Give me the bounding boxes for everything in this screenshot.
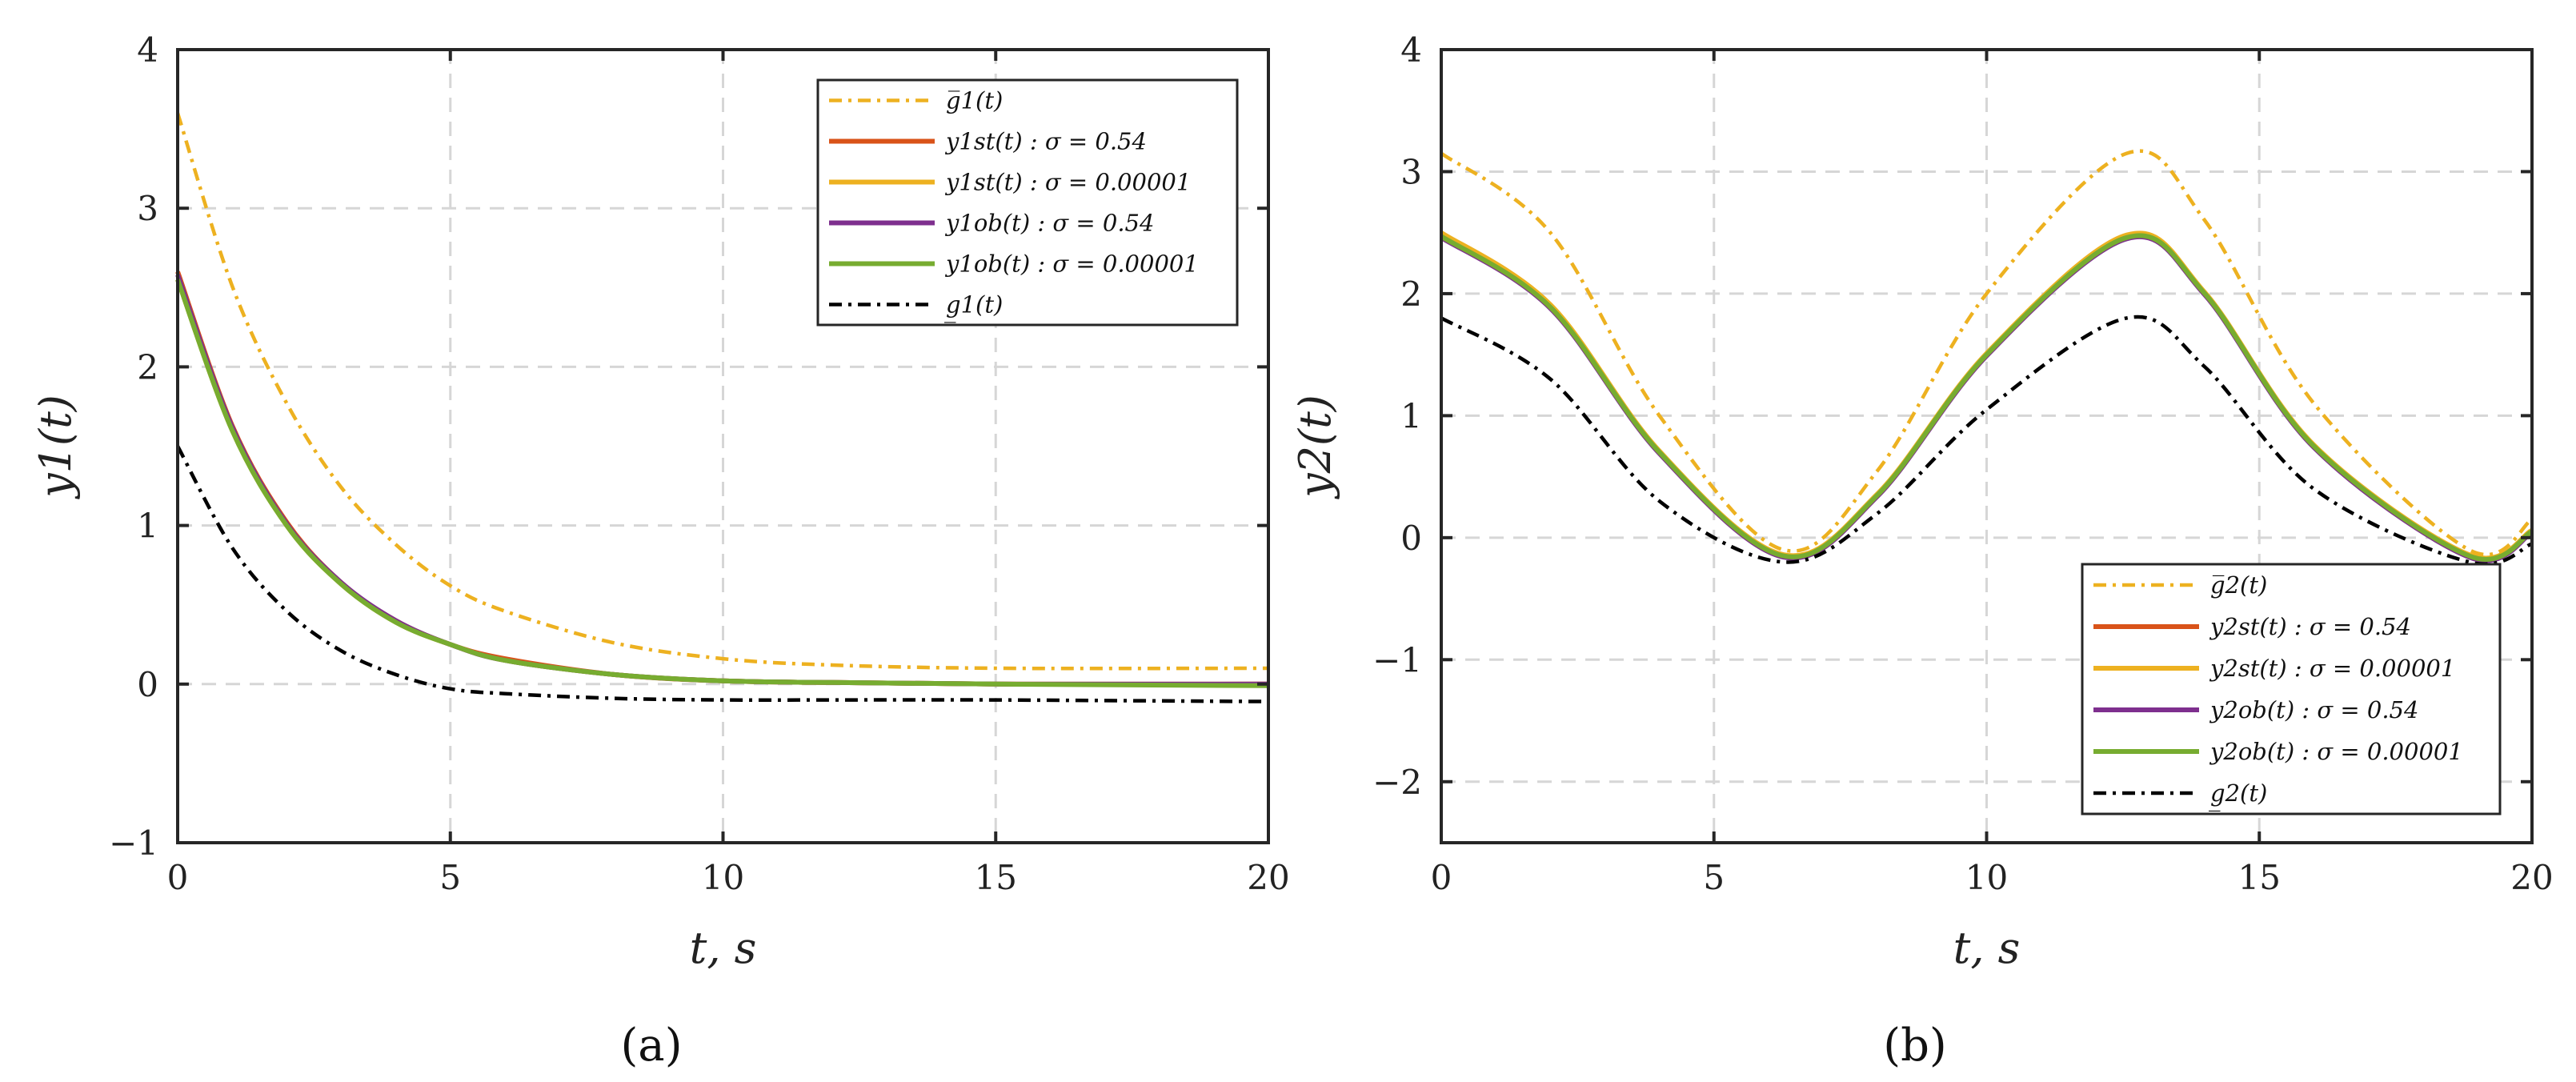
panel-label: (b) bbox=[1883, 1020, 1947, 1072]
legend-entry-label: y2ob(t) : σ = 0.54 bbox=[2209, 696, 2418, 723]
y-tick-label: 4 bbox=[137, 30, 158, 70]
x-tick-label: 5 bbox=[1703, 858, 1725, 897]
legend-entry-label: y2st(t) : σ = 0.54 bbox=[2209, 613, 2411, 640]
y-tick-label: 4 bbox=[1400, 30, 1422, 70]
legend: g̅2(t) y2st(t) : σ = 0.54 y2st(t) : σ = 0.… bbox=[2081, 563, 2502, 816]
series-line-5 bbox=[175, 279, 1269, 688]
y-tick-label: 1 bbox=[1400, 396, 1422, 435]
x-tick-label: 0 bbox=[1431, 858, 1452, 897]
y-tick-label: 3 bbox=[1400, 152, 1422, 191]
y-tick-label: 2 bbox=[137, 347, 158, 387]
series-group bbox=[1440, 149, 2534, 566]
legend-box bbox=[2081, 563, 2502, 816]
legend-entry-label: y1st(t) : σ = 0.54 bbox=[944, 128, 1147, 155]
legend-entry-label: g̅1(t) bbox=[946, 87, 1003, 114]
x-tick-label: 15 bbox=[2238, 858, 2281, 897]
legend-entry-label: y1st(t) : σ = 0.00001 bbox=[944, 169, 1191, 196]
x-tick-label: 0 bbox=[167, 858, 189, 897]
series-line-5 bbox=[1440, 233, 2534, 562]
x-tick-label: 15 bbox=[975, 858, 1017, 897]
x-axis-label: t, s bbox=[1953, 923, 2021, 973]
legend-entry-label: y2ob(t) : σ = 0.00001 bbox=[2209, 738, 2463, 765]
y-tick-label: 1 bbox=[137, 507, 158, 546]
series-line-1 bbox=[1440, 149, 2534, 557]
x-axis-label: t, s bbox=[690, 923, 757, 973]
x-tick-label: 10 bbox=[1965, 858, 2008, 897]
chart-panel-b: 0 5 10 15 20 −2 −1 0 1 2 3 4 t, s y2(t) (b) g̅2(t) y2st(… bbox=[1290, 30, 2554, 1072]
legend-entry-label: y1ob(t) : σ = 0.54 bbox=[944, 210, 1154, 237]
series-line-6 bbox=[1440, 315, 2533, 566]
series-group bbox=[175, 112, 1269, 703]
y-tick-label: −1 bbox=[1372, 640, 1422, 679]
y-axis-label: y1(t) bbox=[30, 395, 81, 499]
y-tick-label: −2 bbox=[1372, 763, 1422, 802]
y-tick-label: −1 bbox=[109, 824, 158, 863]
legend-box bbox=[816, 78, 1239, 327]
panel-label: (a) bbox=[620, 1020, 682, 1072]
y-tick-label: 0 bbox=[137, 665, 158, 704]
y-tick-label: 2 bbox=[1400, 275, 1422, 314]
x-tick-label: 20 bbox=[2510, 858, 2553, 897]
y-axis-label: y2(t) bbox=[1290, 395, 1340, 499]
legend-entry-label: g̅2(t) bbox=[2210, 571, 2267, 599]
legend-entry-label: y2st(t) : σ = 0.00001 bbox=[2209, 655, 2455, 682]
legend-entry-label: y1ob(t) : σ = 0.00001 bbox=[944, 250, 1199, 278]
y-tick-label: 0 bbox=[1400, 519, 1422, 558]
x-tick-label: 5 bbox=[439, 858, 461, 897]
x-tick-label: 10 bbox=[702, 858, 744, 897]
legend: g̅1(t) y1st(t) : σ = 0.54 y1st(t) : σ = 0.… bbox=[816, 78, 1239, 327]
y-tick-label: 3 bbox=[137, 189, 158, 228]
series-line-1 bbox=[175, 112, 1269, 671]
x-tick-label: 20 bbox=[1247, 858, 1289, 897]
